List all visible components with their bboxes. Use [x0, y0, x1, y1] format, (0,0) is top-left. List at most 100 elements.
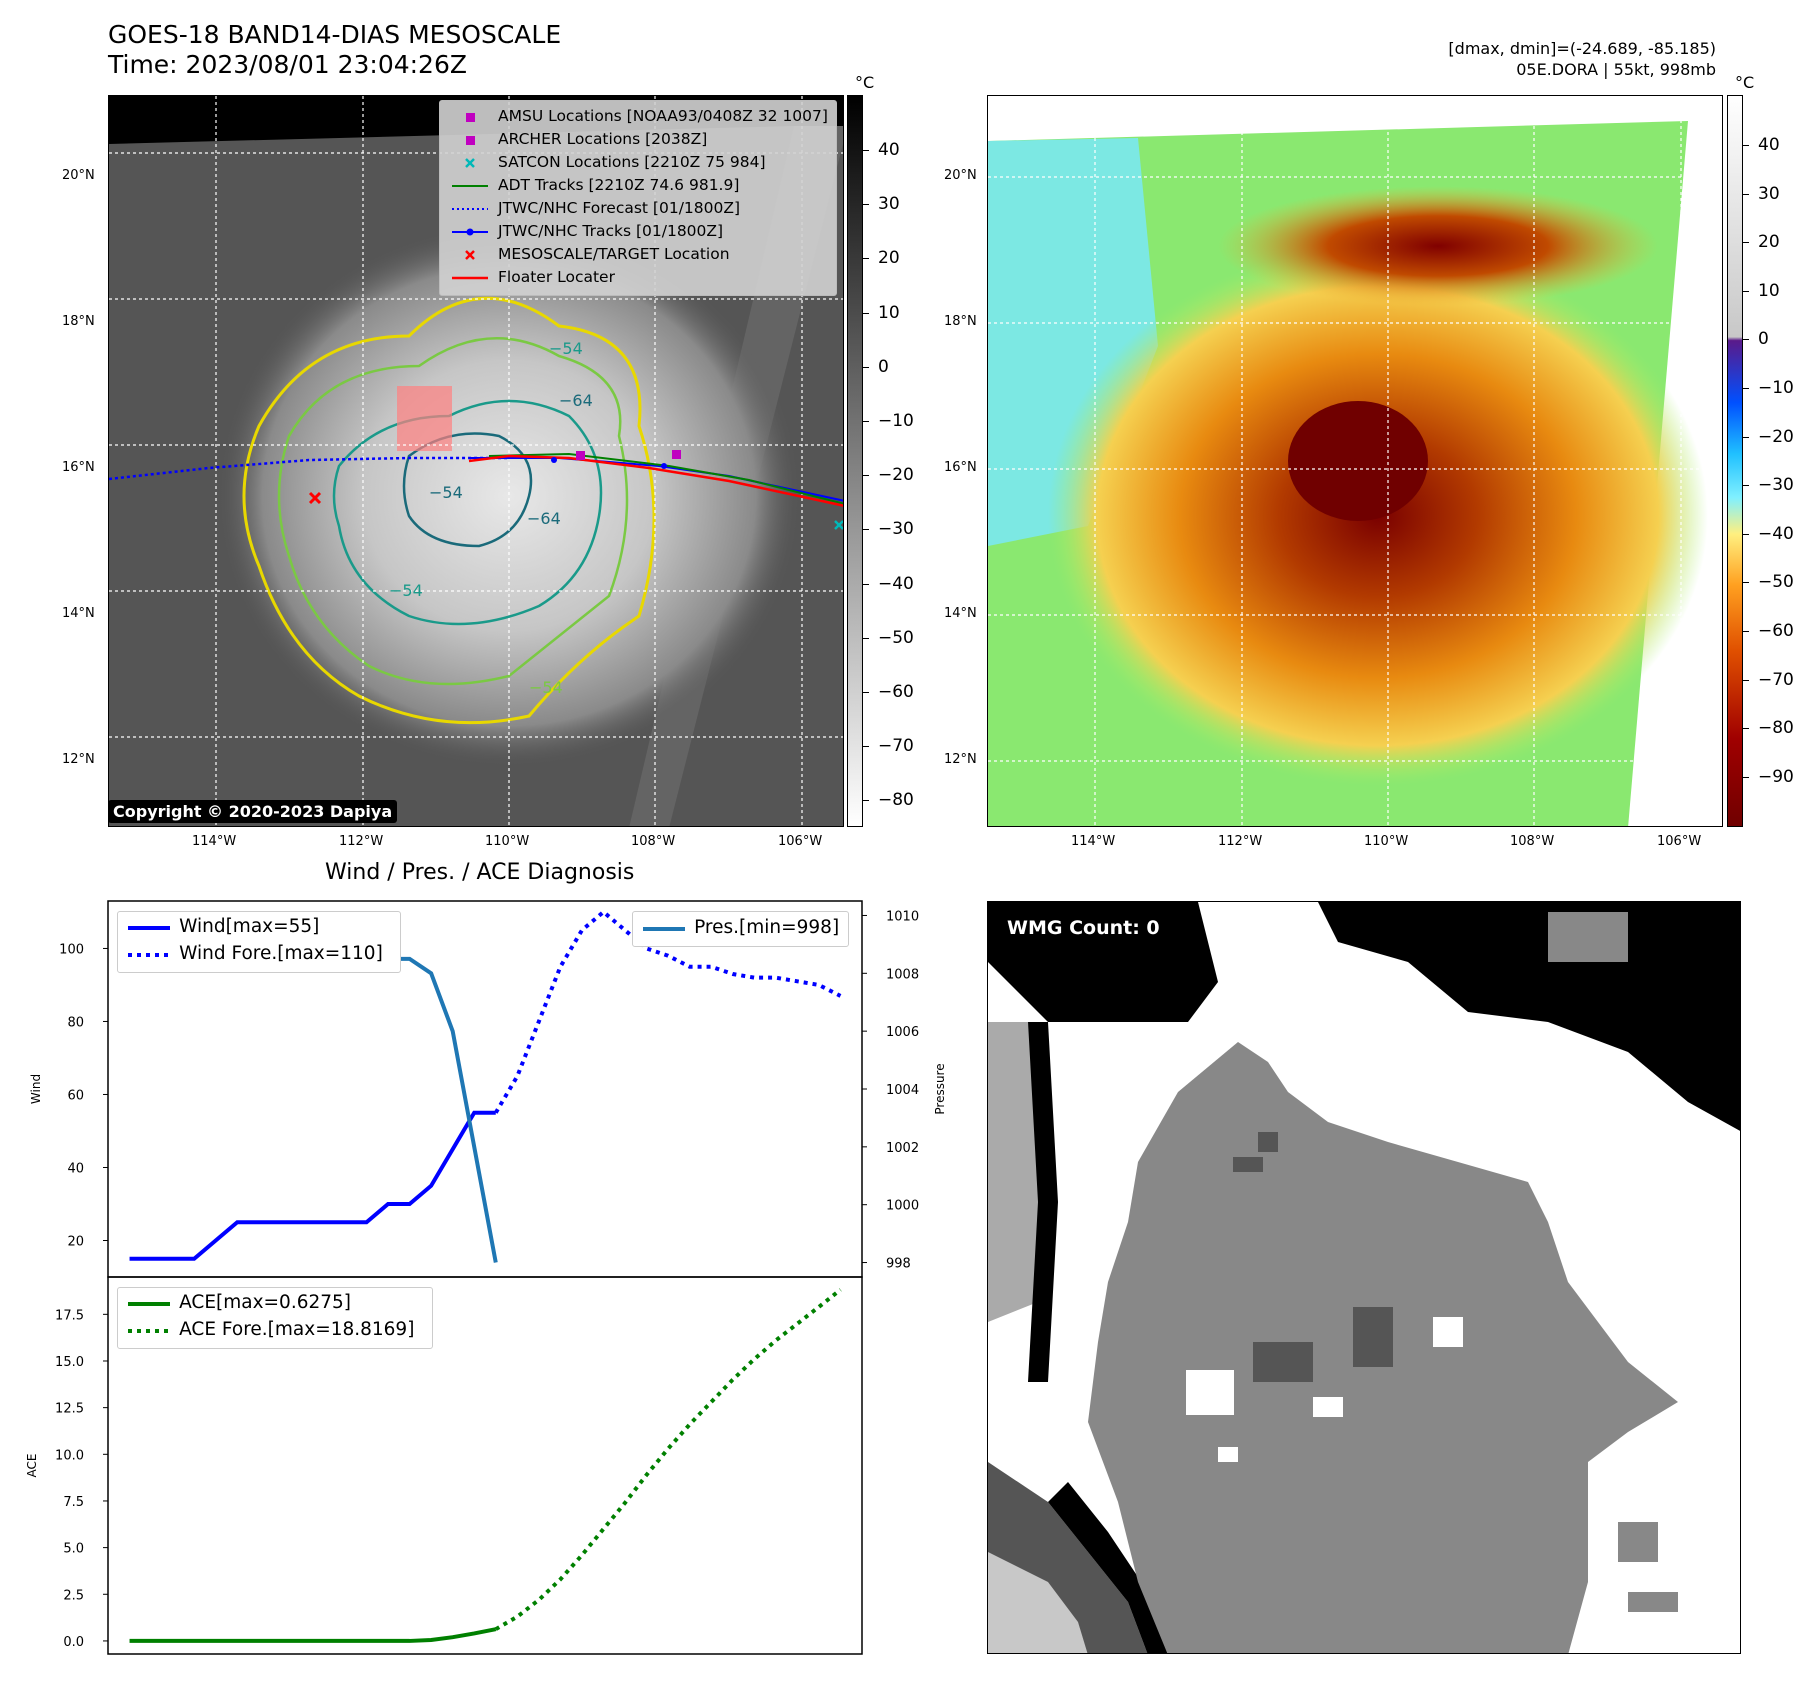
pressure-legend: Pres.[min=998]: [632, 911, 849, 947]
color-colorbar-tick-label: 30: [1758, 183, 1780, 204]
contour-label: −54: [529, 678, 563, 697]
map-colorbar-tick-mark: [863, 637, 869, 639]
map-colorbar-tick-mark: [863, 583, 869, 585]
wmg-black-corner-right: [1318, 902, 1740, 1131]
map-colorbar-ticks: 40 30 20 10 0 −10 −20 −30 −40 −50 −60 −70 −80: [863, 95, 920, 827]
map-colorbar-tick-label: −10: [878, 411, 914, 431]
color-colorbar-tick-mark: [1743, 193, 1749, 195]
map-colorbar-tick-label: −70: [878, 736, 914, 757]
wind-series-line: [129, 1110, 496, 1261]
color-map-gridlines: [988, 96, 1722, 826]
nhc-track-dot: [661, 463, 667, 469]
pressure-ytick-label: 1006: [886, 1025, 919, 1040]
legend-archer-label: ARCHER Locations [2038Z]: [498, 130, 708, 148]
storm-info-block: [dmax, dmin]=(-24.689, -85.185) 05E.DORA…: [1448, 38, 1716, 80]
pressure-ytick-label: 1000: [886, 1199, 919, 1214]
ace-legend-label: ACE[max=0.6275]: [179, 1292, 352, 1313]
map-colorbar-tick-mark: [863, 746, 869, 748]
wmg-gray-patch: [1618, 1522, 1658, 1562]
legend-archer: ARCHER Locations [2038Z]: [450, 128, 707, 151]
color-colorbar-tick-mark: [1743, 582, 1749, 584]
color-colorbar-tick-mark: [1743, 388, 1749, 389]
color-colorbar-tick-label: −60: [1758, 621, 1794, 641]
ace-fore-legend-swatch: [128, 1328, 170, 1333]
ace-ytick-label: 17.5: [55, 1308, 84, 1323]
color-colorbar: [1727, 95, 1743, 827]
map-colorbar-tick-mark: [863, 475, 869, 477]
ace-legend-swatch: [128, 1301, 170, 1306]
map-lon-label: 108°W: [631, 834, 676, 849]
pressure-legend-swatch: [643, 926, 685, 931]
wmg-dark-cell: [1233, 1157, 1263, 1172]
satcon-marker: [834, 520, 843, 530]
map-lon-label: 110°W: [485, 834, 530, 849]
wmg-white-hole: [1313, 1397, 1343, 1417]
ace-ytick-label: 7.5: [63, 1495, 84, 1510]
ir-grayscale-map-panel: −54 −64 −54 −64 −54 −54 AMSU Locations […: [108, 95, 844, 827]
wmg-white-edge-right: [1588, 1492, 1740, 1653]
wind-ytick-label: 80: [67, 1015, 84, 1030]
wmg-dark-cell: [1258, 1132, 1278, 1152]
legend-forecast-label: JTWC/NHC Forecast [01/1800Z]: [498, 199, 741, 217]
map-lon-label: 114°W: [192, 834, 237, 849]
ace-ytick-label: 15.0: [55, 1355, 84, 1370]
legend-adt-symbol: [450, 176, 490, 196]
ace-ytick-label: 12.5: [55, 1402, 84, 1417]
wmg-dark-cell: [1353, 1307, 1393, 1367]
color-colorbar-tick-mark: [1743, 533, 1749, 535]
pressure-legend-label: Pres.[min=998]: [694, 917, 840, 938]
legend-archer-symbol: [450, 130, 490, 150]
wind-fore-legend-label: Wind Fore.[max=110]: [179, 943, 383, 964]
pressure-ylabel: Pressure: [933, 1063, 947, 1114]
legend-amsu-symbol: [450, 107, 490, 127]
wind-ytick-label: 20: [67, 1234, 84, 1249]
map-colorbar-tick-label: 20: [878, 248, 900, 269]
wmg-white-hole: [1433, 1317, 1463, 1347]
color-colorbar-tick-mark: [1743, 339, 1749, 341]
contour-label: −64: [527, 509, 561, 528]
map-colorbar-tick-mark: [863, 258, 869, 260]
map-colorbar-unit: °C: [855, 73, 875, 92]
legend-floater-symbol: [450, 268, 490, 288]
wind-legend-row: Wind[max=55]: [126, 916, 319, 938]
wmg-map: [988, 902, 1740, 1653]
map-lat-label: 16°N: [62, 460, 95, 475]
color-lat-label: 18°N: [944, 314, 977, 329]
map-lat-label: 14°N: [62, 606, 95, 621]
color-colorbar-tick-label: −10: [1758, 378, 1794, 398]
color-colorbar-tick-mark: [1743, 145, 1749, 146]
wmg-panel: WMG Count: 0: [987, 901, 1741, 1654]
map-colorbar-tick-mark: [863, 366, 869, 368]
wind-legend-label: Wind[max=55]: [179, 916, 320, 937]
contour-label: −54: [389, 581, 423, 600]
ir-color-map: [988, 96, 1722, 826]
legend-floater-label: Floater Locater: [498, 268, 615, 286]
color-colorbar-tick-mark: [1743, 776, 1749, 778]
ace-ytick-label: 10.0: [55, 1448, 84, 1463]
color-lat-label: 20°N: [944, 168, 977, 183]
wmg-gray-patch: [1548, 912, 1628, 962]
diagnosis-title: Wind / Pres. / ACE Diagnosis: [325, 860, 635, 885]
wind-ytick-label: 40: [67, 1161, 84, 1176]
legend-adt-label: ADT Tracks [2210Z 74.6 981.9]: [498, 176, 740, 194]
color-colorbar-tick-label: −30: [1758, 475, 1794, 496]
color-lon-label: 106°W: [1657, 834, 1702, 849]
contour-label: −54: [549, 339, 583, 358]
wmg-count-badge: WMG Count: 0: [998, 914, 1169, 942]
color-colorbar-tick-mark: [1743, 242, 1749, 244]
copyright-badge: Copyright © 2020-2023 Dapiya: [108, 800, 398, 823]
legend-satcon-symbol: [450, 153, 490, 173]
pressure-legend-row: Pres.[min=998]: [641, 917, 839, 939]
ace-series-line: [129, 1627, 497, 1643]
color-colorbar-unit: °C: [1735, 73, 1755, 92]
ace-forecast-series-line: [494, 1288, 842, 1631]
ace-legend-row: ACE[max=0.6275]: [126, 1292, 351, 1314]
legend-amsu-label: AMSU Locations [NOAA93/0408Z 32 1007]: [498, 107, 828, 125]
color-lon-label: 114°W: [1071, 834, 1116, 849]
pressure-ytick-label: 1004: [886, 1083, 919, 1098]
pressure-ytick-label: 1002: [886, 1141, 919, 1156]
contour-label: −64: [559, 391, 593, 410]
adt-track: [488, 452, 843, 505]
map-colorbar-tick-label: −80: [878, 790, 914, 811]
color-lon-label: 110°W: [1364, 834, 1409, 849]
